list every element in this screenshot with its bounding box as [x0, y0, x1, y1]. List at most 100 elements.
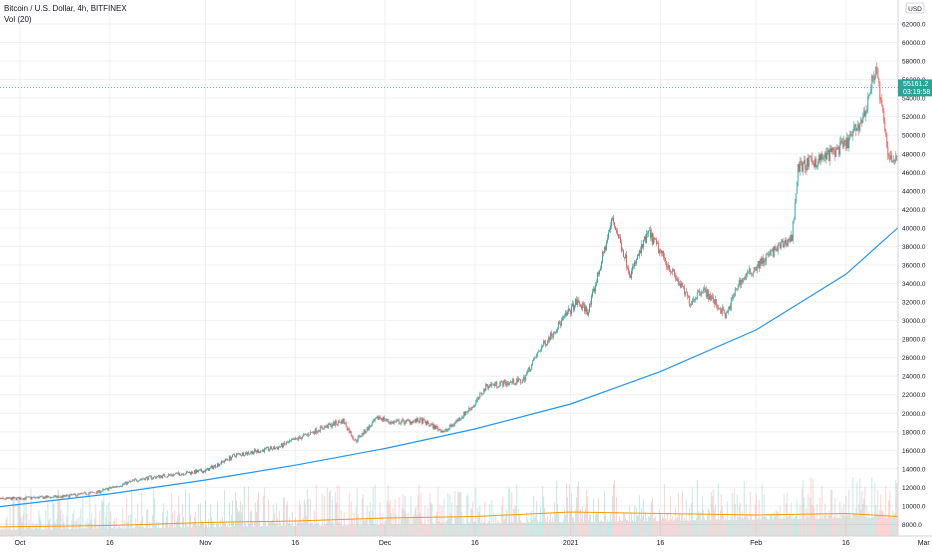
- volume-indicator-label[interactable]: Vol (20): [4, 14, 127, 25]
- candle-body: [82, 493, 83, 494]
- candle-body: [482, 394, 483, 395]
- candle-body: [180, 475, 181, 476]
- volume-bar: [567, 497, 568, 536]
- candle-body: [661, 250, 662, 252]
- candle-body: [476, 400, 477, 402]
- x-tick-label: 2021: [563, 540, 579, 547]
- candle-body: [419, 421, 420, 422]
- candle-body: [749, 269, 750, 272]
- currency-badge[interactable]: USD: [906, 3, 924, 13]
- volume-bar: [680, 521, 681, 536]
- candle-body: [835, 151, 836, 157]
- candle-body: [35, 497, 36, 498]
- volume-bar: [13, 497, 14, 536]
- volume-bar: [186, 525, 187, 536]
- candle-body: [128, 482, 129, 483]
- volume-bar: [727, 501, 728, 536]
- candle-body: [292, 439, 293, 440]
- candle-body: [632, 267, 633, 271]
- candle-body: [137, 481, 138, 482]
- candle-body: [578, 300, 579, 301]
- candle-body: [328, 423, 329, 428]
- volume-bar: [28, 527, 29, 536]
- volume-bar: [706, 520, 707, 536]
- volume-bar: [171, 493, 172, 536]
- volume-bar: [812, 505, 813, 536]
- candle-body: [561, 320, 562, 326]
- candle-body: [173, 474, 174, 475]
- volume-bar: [862, 504, 863, 536]
- candle-body: [244, 455, 245, 456]
- candle-body: [726, 312, 727, 318]
- candle-body: [377, 417, 378, 419]
- candle-body: [453, 425, 454, 426]
- volume-bar: [93, 529, 94, 536]
- volume-bar: [893, 515, 894, 536]
- volume-bar: [800, 505, 801, 536]
- volume-bar: [630, 521, 631, 536]
- candle-body: [240, 454, 241, 455]
- volume-bar: [32, 529, 33, 536]
- candle-body: [882, 105, 883, 111]
- candle-body: [273, 447, 274, 450]
- volume-bar: [164, 528, 165, 536]
- candle-body: [505, 382, 506, 385]
- volume-bar: [783, 518, 784, 536]
- volume-bar: [796, 516, 797, 536]
- volume-bar: [811, 477, 812, 536]
- candle-body: [423, 419, 424, 423]
- volume-bar: [651, 501, 652, 536]
- y-tick-label: 48000.0: [902, 151, 926, 158]
- candle-body: [574, 305, 575, 310]
- candle-body: [885, 130, 886, 135]
- volume-bar: [821, 517, 822, 536]
- candle-body: [566, 313, 567, 316]
- volume-bar: [610, 513, 611, 536]
- candle-body: [644, 237, 645, 240]
- volume-bar: [305, 504, 306, 536]
- candle-body: [230, 456, 231, 459]
- volume-bar: [3, 530, 4, 536]
- volume-bar: [87, 519, 88, 536]
- symbol-title[interactable]: Bitcoin / U.S. Dollar, 4h, BITFINEX: [4, 3, 127, 14]
- candle-body: [190, 472, 191, 474]
- volume-bar: [30, 527, 31, 536]
- volume-bar: [770, 515, 771, 536]
- volume-bar: [350, 525, 351, 536]
- volume-bar: [446, 520, 447, 536]
- volume-bar: [491, 500, 492, 536]
- candle-body: [728, 308, 729, 312]
- volume-bar: [837, 514, 838, 536]
- candle-body: [139, 480, 140, 481]
- candle-body: [113, 487, 114, 488]
- candle-body: [408, 420, 409, 421]
- candle-body: [305, 434, 306, 435]
- volume-bar: [632, 520, 633, 536]
- candle-body: [581, 306, 582, 309]
- volume-bar: [769, 520, 770, 536]
- candle-body: [820, 155, 821, 160]
- candle-body: [24, 498, 25, 499]
- candle-body: [306, 434, 307, 435]
- candle-body: [547, 341, 548, 344]
- candle-body: [28, 497, 29, 498]
- candle-body: [735, 288, 736, 295]
- candle-body: [86, 495, 87, 496]
- candle-body: [615, 226, 616, 230]
- volume-bar: [364, 521, 365, 536]
- candle-body: [381, 418, 382, 419]
- candle-body: [64, 495, 65, 496]
- candle-body: [552, 336, 553, 337]
- candle-body: [269, 450, 270, 451]
- candle-body: [831, 148, 832, 151]
- candle-body: [635, 262, 636, 263]
- candle-body: [335, 421, 336, 426]
- candle-body: [671, 272, 672, 273]
- candle-body: [710, 294, 711, 300]
- candle-body: [145, 478, 146, 480]
- candle-body: [599, 271, 600, 274]
- volume-bar: [487, 523, 488, 536]
- candle-body: [277, 448, 278, 449]
